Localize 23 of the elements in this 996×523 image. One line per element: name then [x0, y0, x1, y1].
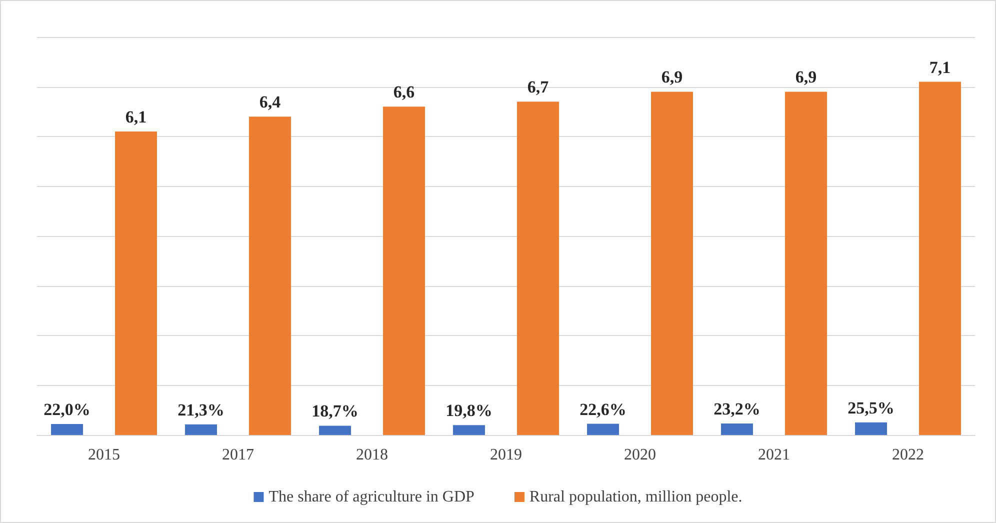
- x-tick-label: 2022: [892, 446, 924, 464]
- x-tick-label: 2021: [758, 446, 790, 464]
- x-tick-label: 2015: [88, 446, 120, 464]
- legend-label: The share of agriculture in GDP: [268, 488, 475, 506]
- data-label: 6,1: [125, 108, 147, 127]
- data-label: 22,0%: [44, 400, 90, 420]
- data-label: 22,6%: [580, 400, 626, 419]
- data-label: 18,7%: [312, 402, 358, 421]
- legend-label: Rural population, million people.: [529, 488, 742, 506]
- data-label: 6,9: [661, 68, 683, 87]
- data-label: 6,7: [527, 78, 550, 97]
- data-label: 25,5%: [848, 398, 894, 418]
- data-label: 21,3%: [178, 400, 224, 420]
- data-label: 6,6: [393, 82, 415, 102]
- data-label: 7,1: [929, 58, 951, 77]
- data-label: 19,8%: [446, 401, 492, 420]
- data-label: 6,4: [259, 92, 282, 112]
- x-tick-label: 2019: [490, 446, 522, 464]
- data-label: 23,2%: [714, 399, 760, 418]
- x-tick-label: 2018: [356, 446, 388, 464]
- x-tick-label: 2017: [222, 446, 254, 464]
- data-label: 6,9: [795, 68, 817, 87]
- x-tick-label: 2020: [624, 446, 656, 464]
